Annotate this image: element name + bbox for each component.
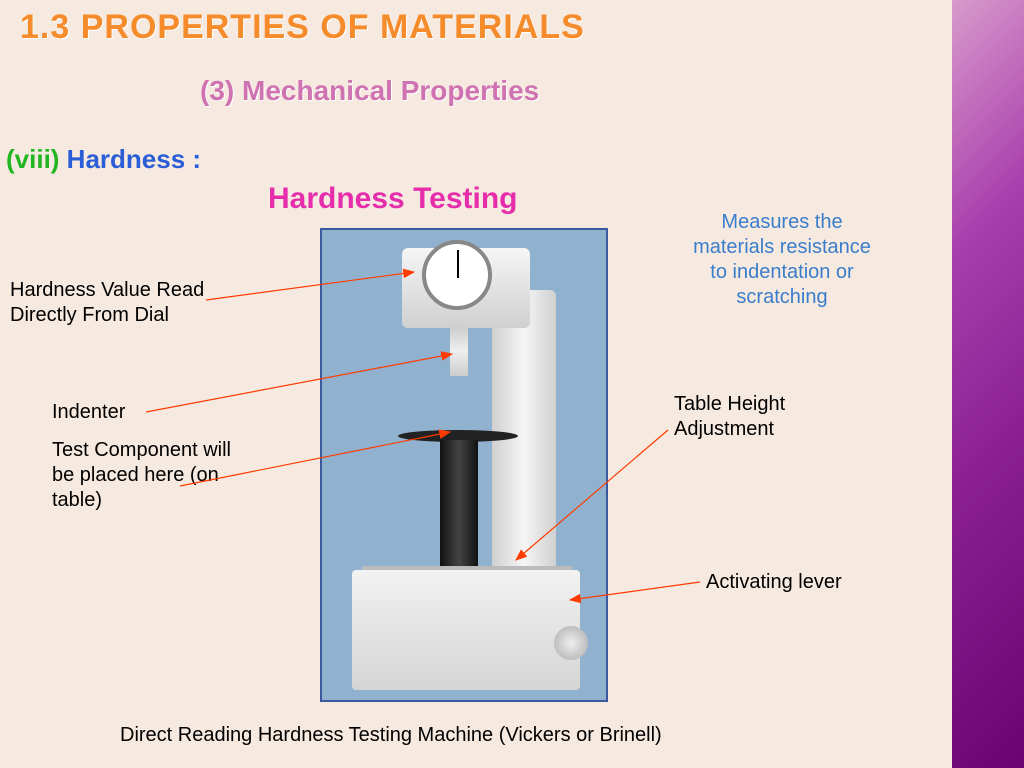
machine-column — [492, 290, 556, 570]
topic-title: Hardness Testing — [268, 182, 518, 216]
knob-icon — [554, 626, 588, 660]
slide-subtitle: (3) Mechanical Properties — [200, 75, 539, 107]
section-number: (viii) — [6, 144, 59, 174]
section-label: (viii) Hardness : — [6, 144, 201, 175]
label-height: Table Height Adjustment — [674, 392, 844, 442]
slide-title: 1.3 PROPERTIES OF MATERIALS — [20, 8, 585, 47]
label-table: Test Component will be placed here (on t… — [52, 438, 252, 513]
dial-icon — [422, 240, 492, 310]
slide-background: 1.3 PROPERTIES OF MATERIALS (3) Mechanic… — [0, 0, 952, 768]
image-caption: Direct Reading Hardness Testing Machine … — [120, 724, 662, 747]
indenter-icon — [450, 326, 468, 376]
machine-image — [320, 228, 608, 702]
side-decoration — [952, 0, 1024, 768]
label-indenter: Indenter — [52, 400, 202, 425]
pedestal-icon — [440, 440, 478, 580]
label-lever: Activating lever — [706, 570, 906, 595]
machine-base — [352, 570, 580, 690]
topic-description: Measures the materials resistance to ind… — [692, 210, 872, 310]
section-name: Hardness : — [59, 144, 201, 174]
label-dial: Hardness Value Read Directly From Dial — [10, 278, 230, 328]
